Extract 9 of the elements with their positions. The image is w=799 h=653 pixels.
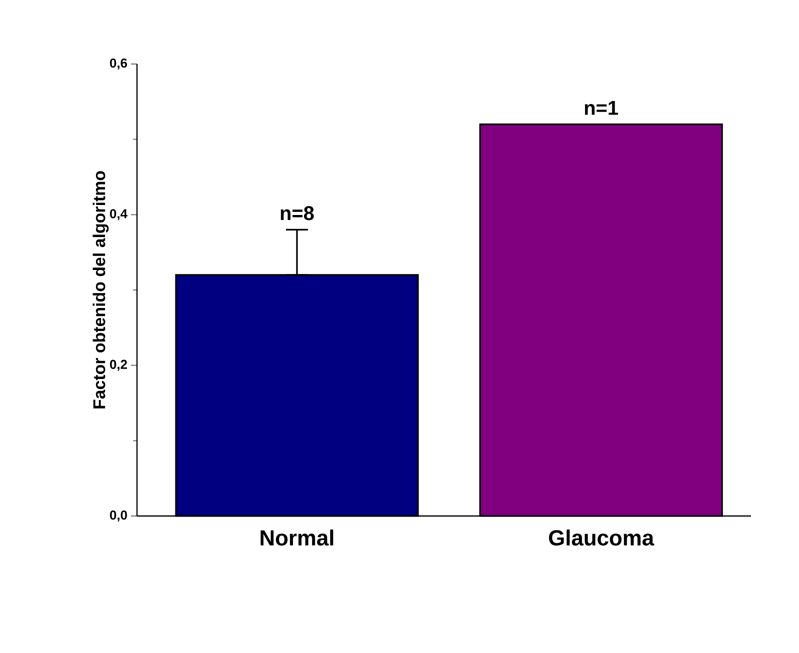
y-tick-label: 0,4 bbox=[110, 209, 128, 220]
annotation: n=1 bbox=[584, 101, 618, 115]
y-axis-title: Factor obtenido del algoritmo bbox=[92, 171, 109, 408]
x-tick-label: Normal bbox=[260, 530, 334, 546]
y-tick-label: 0,6 bbox=[110, 58, 128, 70]
y-tick-label: 0,2 bbox=[110, 360, 127, 371]
y-tick-label: 0,0 bbox=[110, 510, 127, 522]
annotation: n=8 bbox=[280, 206, 314, 220]
x-tick-label: Glaucoma bbox=[549, 530, 654, 546]
